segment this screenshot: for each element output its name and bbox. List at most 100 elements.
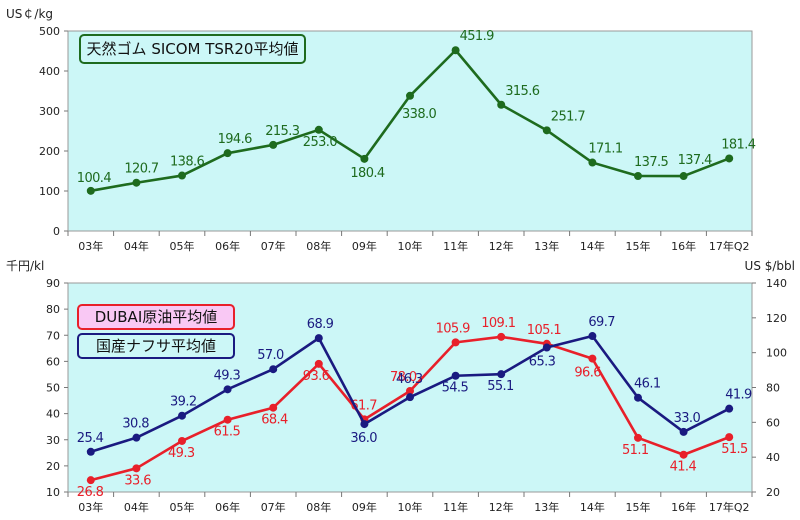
x-tick-label: 04年	[124, 500, 149, 514]
chart-1: 0 100 200 300 400 500 03年 04年 05年 06年 07年 08年 09年 10年…	[6, 7, 756, 253]
data-point	[497, 332, 506, 341]
data-point	[451, 338, 460, 347]
data-point	[223, 149, 232, 158]
x-tick-label: 13年	[534, 239, 559, 253]
data-point	[178, 171, 186, 180]
y-tick-label: 70	[46, 329, 60, 342]
y-tick-label: 50	[46, 382, 60, 395]
data-label: 46.3	[396, 372, 423, 387]
data-label: 137.5	[634, 155, 669, 170]
x-tick-label: 05年	[170, 500, 195, 514]
data-point	[314, 125, 323, 134]
data-label: 41.9	[725, 388, 752, 403]
x-tick-label: 12年	[489, 239, 514, 253]
data-point	[406, 386, 414, 395]
data-point	[360, 420, 369, 429]
x-tick-label: 14年	[580, 500, 605, 514]
data-point	[314, 359, 323, 368]
data-point	[634, 433, 642, 442]
data-point	[269, 365, 278, 374]
data-label: 46.1	[634, 377, 661, 392]
x-tick-label: 06年	[215, 239, 240, 253]
data-label: 96.6	[574, 366, 601, 381]
data-point	[588, 158, 597, 167]
data-label: 100.4	[77, 171, 112, 186]
data-point	[679, 450, 688, 459]
y-tick-label: 40	[46, 408, 60, 421]
data-label: 93.6	[303, 369, 330, 384]
x-tick-label: 03年	[78, 239, 103, 253]
y-tick-label: 30	[46, 434, 60, 447]
data-point	[86, 447, 95, 456]
data-point	[497, 100, 506, 109]
data-point	[679, 427, 688, 436]
data-point	[725, 433, 734, 442]
y-tick-label: 80	[46, 303, 60, 316]
data-label: 65.3	[529, 355, 556, 370]
data-label: 39.2	[170, 395, 197, 410]
y2-tick-label: 120	[766, 312, 787, 325]
data-label: 181.4	[721, 137, 756, 152]
data-label: 68.4	[261, 413, 288, 428]
legend-box	[77, 304, 235, 330]
x-tick-label: 06年	[215, 500, 240, 514]
data-label: 54.5	[442, 381, 469, 396]
data-label: 109.1	[481, 316, 516, 331]
x-tick-label: 09年	[352, 239, 377, 253]
data-label: 51.1	[622, 443, 649, 458]
data-label: 171.1	[588, 142, 623, 157]
data-label: 120.7	[124, 162, 159, 177]
x-tick-label: 11年	[443, 500, 468, 514]
x-tick-label: 13年	[534, 500, 559, 514]
y-tick-label: 60	[46, 355, 60, 368]
chart-2: 10 20 30 40 50 60 70 80 90 20 40 60 80 100 120 140 03年 04…	[6, 259, 795, 514]
data-label: 41.4	[670, 460, 697, 475]
y-axis-label: US￠/kg	[6, 7, 53, 21]
data-label: 251.7	[551, 109, 586, 124]
data-label: 55.1	[487, 379, 514, 394]
data-label: 194.6	[218, 132, 253, 147]
data-point	[725, 154, 734, 163]
data-point	[406, 393, 414, 402]
data-label: 215.3	[265, 124, 300, 139]
x-tick-label: 17年Q2	[709, 239, 750, 253]
data-label: 26.8	[77, 485, 104, 500]
data-point	[451, 46, 460, 55]
data-label: 180.4	[350, 166, 385, 181]
y-tick-label: 200	[39, 145, 60, 158]
y-tick-label: 500	[39, 25, 60, 38]
data-point	[314, 334, 323, 343]
data-point	[360, 154, 369, 163]
data-label: 253.0	[303, 135, 338, 150]
x-tick-label: 11年	[443, 239, 468, 253]
y2-tick-label: 20	[766, 486, 780, 499]
y-axis-label: 千円/kl	[6, 259, 44, 273]
data-label: 137.4	[678, 153, 713, 168]
data-point	[223, 385, 232, 394]
data-label: 33.0	[674, 411, 701, 426]
data-point	[679, 172, 688, 181]
data-point	[725, 404, 734, 413]
data-point	[542, 126, 551, 135]
legend-entry: 国産ナフサ平均値	[96, 337, 216, 355]
data-point	[588, 354, 597, 363]
data-point	[634, 172, 642, 180]
y-tick-label: 100	[39, 185, 60, 198]
data-label: 49.3	[168, 446, 195, 461]
x-tick-label: 08年	[306, 239, 331, 253]
data-label: 69.7	[588, 315, 615, 330]
data-label: 33.6	[124, 473, 151, 488]
x-tick-label: 04年	[124, 239, 149, 253]
data-point	[86, 476, 95, 485]
data-point	[178, 436, 186, 445]
x-tick-label: 16年	[671, 500, 696, 514]
data-label: 25.4	[77, 431, 104, 446]
y-tick-label: 10	[46, 486, 60, 499]
legend-entry: 天然ゴム SICOM TSR20平均値	[87, 40, 299, 58]
legend-entry: DUBAI原油平均値	[95, 308, 218, 326]
y-tick-label: 0	[53, 225, 60, 238]
y2-tick-label: 140	[766, 277, 787, 290]
x-tick-label: 16年	[671, 239, 696, 253]
data-point	[132, 464, 141, 473]
x-tick-label: 09年	[352, 500, 377, 514]
